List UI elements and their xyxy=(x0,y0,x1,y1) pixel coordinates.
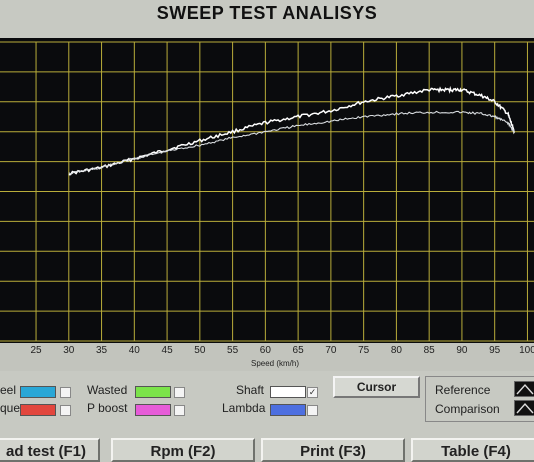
legend-checkbox-p-boost[interactable] xyxy=(174,405,185,416)
x-tick-label: 50 xyxy=(194,345,206,356)
x-tick-label: 95 xyxy=(489,345,501,356)
chart-plot-svg xyxy=(0,41,534,342)
x-tick-label: 45 xyxy=(161,345,173,356)
x-tick-label: 90 xyxy=(456,345,468,356)
legend-swatch-wasted[interactable] xyxy=(135,386,171,398)
legend-checkbox-wasted[interactable] xyxy=(174,387,185,398)
legend-checkbox-lambda[interactable] xyxy=(307,405,318,416)
x-tick-label: 55 xyxy=(227,345,239,356)
legend-label-p-boost: P boost xyxy=(87,401,128,415)
x-tick-label: 35 xyxy=(95,345,108,356)
x-tick-label: 30 xyxy=(63,345,75,356)
legend-label-lambda: Lambda xyxy=(222,401,266,415)
legend-panel: eel que Wasted P boost Shaft ✓ Lambda xyxy=(0,371,534,433)
x-tick-label: 85 xyxy=(423,345,435,356)
legend-label-wasted: Wasted xyxy=(87,383,128,397)
legend-label-torque: que xyxy=(0,401,21,415)
reference-panel: Reference Comparison xyxy=(425,376,534,422)
reference-label: Reference xyxy=(435,383,491,397)
table-f4-button[interactable]: Table (F4) xyxy=(411,438,534,462)
x-axis-title: Speed (km/h) xyxy=(250,359,300,368)
legend-swatch-steel[interactable] xyxy=(20,386,56,398)
legend-checkbox-torque[interactable] xyxy=(60,405,71,416)
x-tick-label: 40 xyxy=(128,345,140,356)
x-tick-label: 80 xyxy=(390,345,402,356)
screen-title: SWEEP TEST ANALISYS xyxy=(156,3,378,23)
legend-label-steel: eel xyxy=(0,383,17,397)
series-line-comparison xyxy=(68,110,515,175)
x-tick-label: 60 xyxy=(259,345,271,356)
legend-swatch-lambda[interactable] xyxy=(270,404,306,416)
legend-swatch-torque[interactable] xyxy=(20,404,56,416)
comparison-curve-glyph xyxy=(516,402,534,414)
series-line-shaft xyxy=(68,85,515,176)
x-axis: 25 30 35 40 45 50 55 60 65 70 75 80 85 90 95 100 Speed … xyxy=(0,343,534,371)
x-tick-label: 70 xyxy=(325,345,337,356)
comparison-label: Comparison xyxy=(435,402,500,416)
x-tick-label: 25 xyxy=(30,345,42,356)
x-tick-label: 65 xyxy=(292,345,304,356)
reference-curve-glyph xyxy=(516,383,534,395)
legend-swatch-p-boost[interactable] xyxy=(135,404,171,416)
print-f3-button[interactable]: Print (F3) xyxy=(261,438,405,462)
legend-checkbox-shaft[interactable]: ✓ xyxy=(307,387,318,398)
sweep-chart xyxy=(0,38,534,343)
legend-swatch-shaft[interactable] xyxy=(270,386,306,398)
reference-curve-icon[interactable] xyxy=(514,381,534,397)
load-test-f1-button[interactable]: ad test (F1) xyxy=(0,438,100,462)
x-tick-label: 75 xyxy=(358,345,370,356)
x-tick-label: 100 xyxy=(519,345,534,356)
legend-checkbox-steel[interactable] xyxy=(60,387,71,398)
legend-label-shaft: Shaft xyxy=(236,383,265,397)
rpm-f2-button[interactable]: Rpm (F2) xyxy=(111,438,255,462)
function-key-bar: ad test (F1) Rpm (F2) Print (F3) Table (… xyxy=(0,434,534,462)
cursor-button[interactable]: Cursor xyxy=(333,376,420,398)
comparison-curve-icon[interactable] xyxy=(514,400,534,416)
